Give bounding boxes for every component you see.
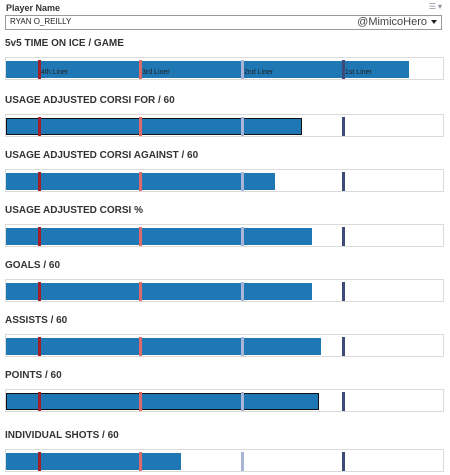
tier-marker-2[interactable] [241,60,244,79]
metric-title: POINTS / 60 [5,370,62,381]
tier-label: 2nd Liner [244,69,274,76]
tier-label: 1st Liner [345,69,372,76]
twitter-handle: @MimicoHero [357,16,427,28]
tier-marker-4[interactable] [38,117,41,136]
tier-marker-1[interactable] [342,60,345,79]
tier-marker-2[interactable] [241,117,244,136]
tier-marker-3[interactable] [139,452,142,471]
tier-marker-2[interactable] [241,452,244,471]
metric-bar[interactable] [6,61,409,78]
tier-marker-2[interactable] [241,172,244,191]
metric-bar[interactable] [6,228,312,245]
tier-marker-4[interactable] [38,172,41,191]
metric-bar[interactable] [6,393,319,410]
metric-track [5,279,444,302]
metric-title: GOALS / 60 [5,260,61,271]
tier-marker-4[interactable] [38,282,41,301]
tier-marker-4[interactable] [38,337,41,356]
tier-marker-1[interactable] [342,117,345,136]
tier-marker-3[interactable] [139,392,142,411]
tier-marker-1[interactable] [342,392,345,411]
tier-marker-2[interactable] [241,337,244,356]
tier-marker-1[interactable] [342,227,345,246]
metric-title: USAGE ADJUSTED CORSI FOR / 60 [5,95,175,106]
tier-marker-3[interactable] [139,282,142,301]
tier-marker-1[interactable] [342,452,345,471]
tier-marker-3[interactable] [139,172,142,191]
tier-marker-2[interactable] [241,227,244,246]
metric-title: USAGE ADJUSTED CORSI AGAINST / 60 [5,150,199,161]
metric-bar[interactable] [6,453,181,470]
metric-bar[interactable] [6,338,321,355]
tier-marker-3[interactable] [139,227,142,246]
tier-label: 4th Liner [41,69,69,76]
tier-marker-4[interactable] [38,452,41,471]
tier-marker-2[interactable] [241,282,244,301]
tier-marker-1[interactable] [342,337,345,356]
metric-bar[interactable] [6,118,302,135]
tier-marker-1[interactable] [342,282,345,301]
metric-title: INDIVIDUAL SHOTS / 60 [5,430,119,441]
metric-title: 5v5 TIME ON ICE / GAME [5,38,124,49]
tier-marker-4[interactable] [38,60,41,79]
tier-marker-3[interactable] [139,60,142,79]
metric-track [5,169,444,192]
metric-title: ASSISTS / 60 [5,315,68,326]
tier-marker-1[interactable] [342,172,345,191]
tier-marker-3[interactable] [139,117,142,136]
metric-bar[interactable] [6,283,312,300]
metric-track [5,449,444,472]
selected-player: RYAN O_REILLY [10,17,72,26]
tier-label: 3rd Liner [142,69,170,76]
player-name-dropdown[interactable]: RYAN O_REILLY @MimicoHero [5,15,442,30]
metric-track: 4th Liner 3rd Liner 2nd Liner 1st Liner [5,57,444,80]
tier-marker-4[interactable] [38,227,41,246]
metric-track [5,224,444,247]
chevron-down-icon[interactable] [431,20,437,24]
metric-track [5,334,444,357]
filter-options-icon[interactable]: ☰▾ [428,2,444,11]
metric-track [5,389,444,412]
tier-marker-3[interactable] [139,337,142,356]
tier-marker-2[interactable] [241,392,244,411]
tier-marker-4[interactable] [38,392,41,411]
metric-track [5,114,444,137]
metric-title: USAGE ADJUSTED CORSI % [5,205,143,216]
player-name-label: Player Name [6,3,61,13]
